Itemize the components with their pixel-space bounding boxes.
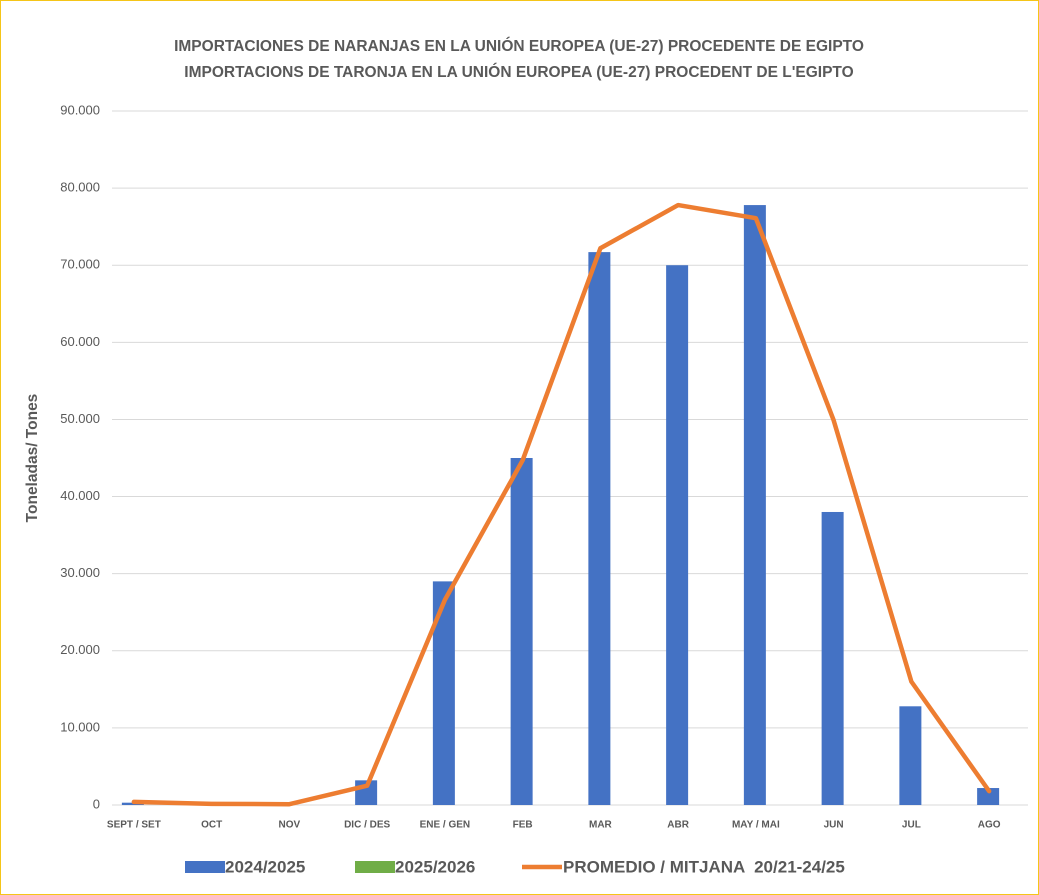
y-tick-label: 50.000 (60, 411, 100, 426)
x-tick-label: NOV (279, 820, 301, 831)
y-tick-label: 40.000 (60, 488, 100, 503)
line (131, 202, 992, 807)
y-axis-label: Toneladas/ Tones (24, 394, 41, 523)
y-tick-label: 60.000 (60, 334, 100, 349)
y-tick-label: 70.000 (60, 257, 100, 272)
bar (977, 788, 1000, 805)
bar (821, 511, 844, 805)
x-tick-label: DIC / DES (344, 820, 390, 831)
bar (743, 205, 766, 805)
x-tick-label: SEPT / SET (107, 820, 161, 831)
y-tick-label: 90.000 (60, 102, 100, 117)
y-tick-label: 30.000 (60, 565, 100, 580)
chart-title: IMPORTACIONES DE NARANJAS EN LA UNIÓN EU… (174, 37, 864, 55)
x-tick-label: MAR (589, 820, 613, 831)
x-tick-label: MAY / MAI (732, 820, 780, 831)
bar (588, 252, 611, 805)
y-tick-label: 20.000 (60, 642, 100, 657)
x-tick-label: JUN (824, 820, 844, 831)
x-tick-label: AGO (978, 820, 1001, 831)
y-tick-label: 80.000 (60, 180, 100, 195)
bar (666, 265, 689, 805)
x-tick-label: JUL (902, 820, 921, 831)
legend-label: PROMEDIO / MITJANA 20/21-24/25 (563, 857, 845, 876)
x-tick-label: ENE / GEN (420, 820, 471, 831)
legend-label: 2024/2025 (225, 857, 305, 876)
x-tick-label: ABR (667, 820, 689, 831)
bar (510, 458, 533, 805)
chart-subtitle: IMPORTACIONS DE TARONJA EN LA UNIÓN EURO… (184, 63, 853, 81)
y-tick-label: 0 (93, 796, 100, 811)
y-tick-label: 10.000 (60, 719, 100, 734)
x-tick-label: FEB (513, 820, 533, 831)
legend-label: 2025/2026 (395, 857, 475, 876)
x-tick-label: OCT (201, 820, 222, 831)
legend-swatch (355, 861, 395, 873)
legend-swatch (185, 861, 225, 873)
bar (432, 581, 455, 805)
bar (899, 706, 922, 805)
